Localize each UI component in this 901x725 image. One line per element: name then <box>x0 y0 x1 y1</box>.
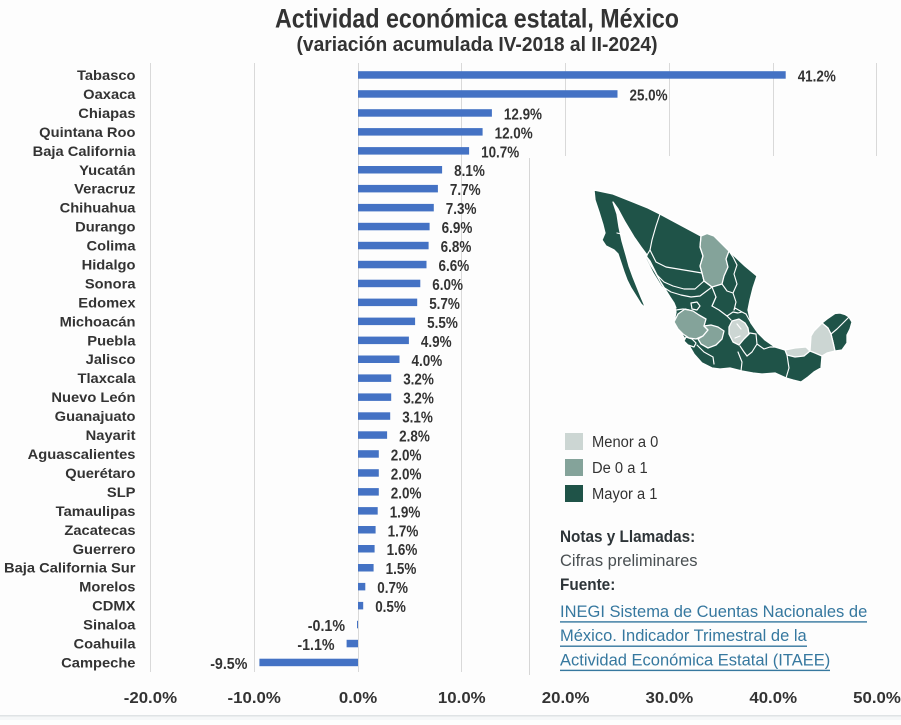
svg-text:3.2%: 3.2% <box>403 372 434 389</box>
svg-text:0.7%: 0.7% <box>377 580 408 597</box>
svg-text:Edomex: Edomex <box>78 294 135 310</box>
svg-text:Quintana Roo: Quintana Roo <box>39 124 135 140</box>
svg-text:Chihuahua: Chihuahua <box>60 200 136 216</box>
svg-text:Sinaloa: Sinaloa <box>83 617 136 633</box>
svg-text:Nayarit: Nayarit <box>86 427 136 443</box>
svg-text:20.0%: 20.0% <box>542 690 590 707</box>
svg-text:Zacatecas: Zacatecas <box>64 522 135 538</box>
svg-text:Chiapas: Chiapas <box>78 105 135 121</box>
svg-text:6.8%: 6.8% <box>441 239 472 256</box>
svg-text:Cifras preliminares: Cifras preliminares <box>560 552 698 570</box>
svg-text:6.6%: 6.6% <box>439 258 470 275</box>
svg-text:Querétaro: Querétaro <box>65 465 135 481</box>
svg-text:10.7%: 10.7% <box>481 144 519 161</box>
svg-text:De 0 a 1: De 0 a 1 <box>592 460 648 477</box>
svg-text:0.0%: 0.0% <box>339 690 377 707</box>
svg-text:-0.1%: -0.1% <box>308 618 345 635</box>
svg-text:6.9%: 6.9% <box>442 220 473 237</box>
svg-text:Michoacán: Michoacán <box>60 313 136 329</box>
svg-text:1.5%: 1.5% <box>386 561 417 578</box>
svg-text:12.9%: 12.9% <box>504 106 542 123</box>
svg-text:Durango: Durango <box>75 219 135 235</box>
svg-text:6.0%: 6.0% <box>432 277 463 294</box>
svg-text:7.3%: 7.3% <box>446 201 477 218</box>
svg-text:Puebla: Puebla <box>87 332 135 348</box>
svg-text:Baja California Sur: Baja California Sur <box>4 560 136 576</box>
svg-text:0.5%: 0.5% <box>375 599 406 616</box>
svg-text:Hidalgo: Hidalgo <box>82 257 136 273</box>
svg-text:Tamaulipas: Tamaulipas <box>56 503 136 519</box>
svg-text:-20.0%: -20.0% <box>124 690 177 707</box>
svg-text:1.6%: 1.6% <box>387 542 418 559</box>
svg-text:CDMX: CDMX <box>92 598 136 614</box>
svg-text:Menor a 0: Menor a 0 <box>592 434 659 451</box>
svg-text:10.0%: 10.0% <box>438 690 486 707</box>
svg-text:2.0%: 2.0% <box>391 466 422 483</box>
svg-text:Guanajuato: Guanajuato <box>55 408 136 424</box>
svg-text:8.1%: 8.1% <box>454 163 485 180</box>
svg-text:Colima: Colima <box>87 238 136 254</box>
svg-text:5.7%: 5.7% <box>429 296 460 313</box>
svg-text:4.0%: 4.0% <box>412 353 443 370</box>
svg-text:Yucatán: Yucatán <box>79 162 135 178</box>
svg-text:2.0%: 2.0% <box>391 448 422 465</box>
svg-text:7.7%: 7.7% <box>450 182 481 199</box>
svg-text:Sonora: Sonora <box>85 275 136 291</box>
svg-text:Fuente:: Fuente: <box>560 575 615 594</box>
svg-text:1.7%: 1.7% <box>388 523 419 540</box>
svg-text:4.9%: 4.9% <box>421 334 452 351</box>
svg-text:3.2%: 3.2% <box>403 391 434 408</box>
svg-text:Campeche: Campeche <box>61 654 136 670</box>
svg-text:Jalisco: Jalisco <box>86 351 136 367</box>
svg-text:Guerrero: Guerrero <box>73 541 136 557</box>
svg-text:-10.0%: -10.0% <box>228 690 281 707</box>
svg-text:(variación acumulada IV-2018 a: (variación acumulada IV-2018 al II-2024) <box>297 34 658 56</box>
svg-text:-1.1%: -1.1% <box>297 637 334 654</box>
svg-text:50.0%: 50.0% <box>853 690 901 707</box>
svg-text:5.5%: 5.5% <box>427 315 458 332</box>
svg-text:Aguascalientes: Aguascalientes <box>28 446 136 462</box>
svg-text:Coahuila: Coahuila <box>74 636 136 652</box>
svg-text:Actividad Económica Estatal (I: Actividad Económica Estatal (ITAEE) <box>560 652 830 670</box>
svg-text:Notas y Llamadas:: Notas y Llamadas: <box>560 527 695 546</box>
svg-text:Veracruz: Veracruz <box>74 181 135 197</box>
svg-text:40.0%: 40.0% <box>749 690 797 707</box>
svg-text:Tlaxcala: Tlaxcala <box>78 370 136 386</box>
svg-text:Oaxaca: Oaxaca <box>83 86 136 102</box>
svg-text:Nuevo León: Nuevo León <box>51 389 135 405</box>
svg-text:INEGI Sistema de Cuentas Nacio: INEGI Sistema de Cuentas Nacionales de <box>560 603 867 621</box>
svg-text:25.0%: 25.0% <box>630 88 668 105</box>
svg-text:3.1%: 3.1% <box>402 410 433 427</box>
svg-text:41.2%: 41.2% <box>798 69 836 86</box>
svg-text:Tabasco: Tabasco <box>77 67 136 83</box>
svg-text:2.8%: 2.8% <box>399 429 430 446</box>
svg-text:30.0%: 30.0% <box>646 690 694 707</box>
svg-text:SLP: SLP <box>107 484 136 500</box>
svg-text:1.9%: 1.9% <box>390 504 421 521</box>
svg-text:12.0%: 12.0% <box>495 125 533 142</box>
svg-text:Actividad económica estatal, M: Actividad económica estatal, México <box>275 4 679 34</box>
svg-text:Mayor a 1: Mayor a 1 <box>592 486 658 503</box>
svg-text:Morelos: Morelos <box>79 579 136 595</box>
svg-text:Baja California: Baja California <box>33 143 136 159</box>
svg-text:México. Indicador Trimestral d: México. Indicador Trimestral de la <box>560 627 808 645</box>
svg-text:-9.5%: -9.5% <box>210 656 247 673</box>
svg-text:2.0%: 2.0% <box>391 485 422 502</box>
